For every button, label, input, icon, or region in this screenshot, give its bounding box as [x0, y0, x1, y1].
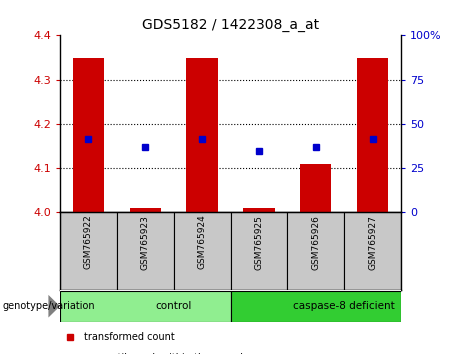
Bar	[117, 212, 174, 290]
Text: GSM765925: GSM765925	[254, 215, 263, 270]
Text: GSM765924: GSM765924	[198, 215, 207, 269]
Bar	[243, 208, 275, 212]
Text: GSM765927: GSM765927	[368, 215, 377, 270]
Bar	[287, 212, 344, 290]
Text: GSM765923: GSM765923	[141, 215, 150, 270]
Bar	[300, 164, 331, 212]
Bar	[60, 291, 230, 321]
Text: control: control	[155, 301, 192, 311]
Text: GSM765922: GSM765922	[84, 215, 93, 269]
Text: caspase-8 deficient: caspase-8 deficient	[293, 301, 395, 311]
Bar	[73, 58, 104, 212]
Bar	[230, 212, 287, 290]
Bar	[174, 212, 230, 290]
Title: GDS5182 / 1422308_a_at: GDS5182 / 1422308_a_at	[142, 18, 319, 32]
Text: genotype/variation: genotype/variation	[2, 301, 95, 311]
Text: percentile rank within the sample: percentile rank within the sample	[84, 353, 249, 354]
Bar	[130, 208, 161, 212]
Bar	[344, 212, 401, 290]
Bar	[357, 58, 388, 212]
Bar	[186, 58, 218, 212]
Text: GSM765926: GSM765926	[311, 215, 320, 270]
Bar	[60, 212, 117, 290]
Bar	[230, 291, 401, 321]
Text: transformed count: transformed count	[84, 332, 175, 342]
Polygon shape	[48, 295, 60, 318]
